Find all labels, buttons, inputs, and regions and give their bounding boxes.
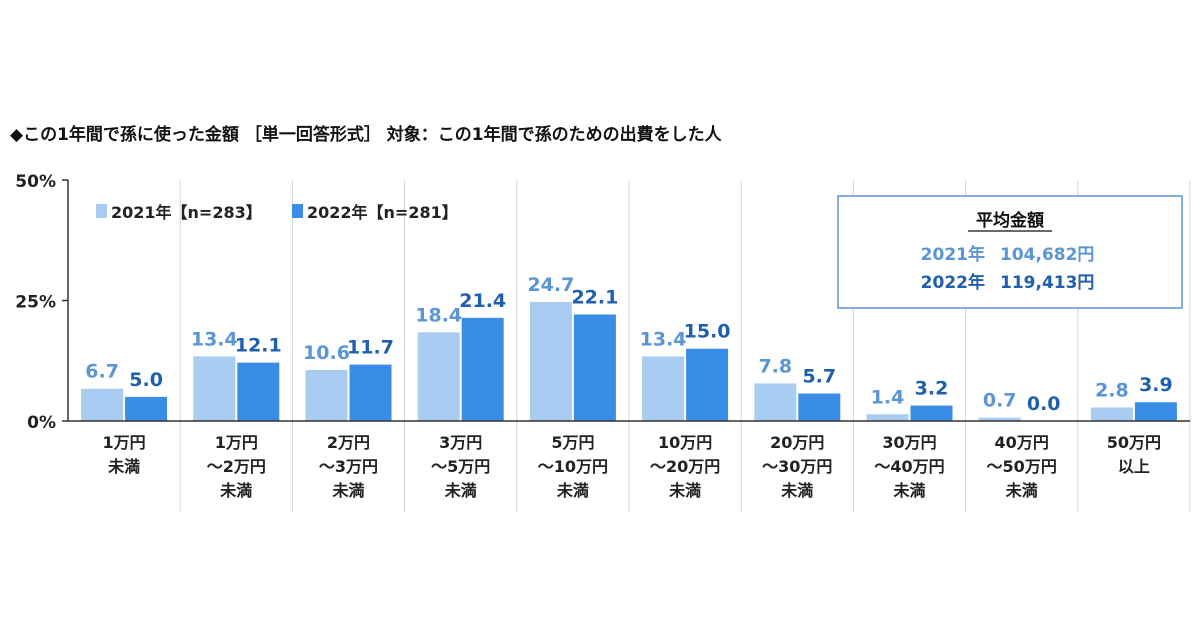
x-tick-label: 未満 <box>219 481 252 500</box>
x-tick-label: 30万円 <box>882 433 936 452</box>
x-tick-label: 2万円 <box>327 433 370 452</box>
bars-layer <box>81 301 1177 421</box>
legend-swatch-2021 <box>96 204 107 218</box>
average-amount-0: 104,682円 <box>1000 245 1094 265</box>
data-label-2021: 0.7 <box>983 390 1017 412</box>
x-tick-label: ～3万円 <box>319 457 378 476</box>
data-label-2022: 3.2 <box>915 378 949 400</box>
data-label-2022: 5.7 <box>802 366 836 388</box>
x-tick-label: ～50万円 <box>987 457 1057 476</box>
data-label-2021: 6.7 <box>85 361 119 383</box>
bar-2021 <box>1090 407 1133 421</box>
x-tick-label: ～2万円 <box>207 457 266 476</box>
data-label-2021: 2.8 <box>1095 380 1129 402</box>
bar-2021 <box>193 356 236 421</box>
x-tick-label: ～10万円 <box>538 457 608 476</box>
data-label-2022: 22.1 <box>571 286 618 308</box>
bar-2022 <box>1134 402 1177 421</box>
bar-2022 <box>686 348 729 421</box>
x-tick-label: 10万円 <box>658 433 712 452</box>
bar-2021 <box>866 414 909 421</box>
x-tick-label: 1万円 <box>103 433 146 452</box>
x-tick-label: 20万円 <box>770 433 824 452</box>
bar-2022 <box>573 314 616 421</box>
x-tick-label: 未満 <box>780 481 813 500</box>
x-tick-label: ～5万円 <box>431 457 490 476</box>
bar-2022 <box>461 317 504 421</box>
legend: 2021年【n=283】 2022年【n=281】 <box>96 203 458 222</box>
x-tick-label: 5万円 <box>551 433 594 452</box>
data-label-2021: 18.4 <box>415 304 462 326</box>
x-tick-label: 未満 <box>107 457 140 476</box>
data-label-2021: 24.7 <box>527 274 574 296</box>
x-tick-label: 未満 <box>1005 481 1038 500</box>
x-tick-label: 以上 <box>1118 457 1150 476</box>
x-tick-label: 1万円 <box>215 433 258 452</box>
x-tick-label: 未満 <box>444 481 477 500</box>
bar-2021 <box>417 332 460 421</box>
x-tick-label: 40万円 <box>995 433 1049 452</box>
data-label-2021: 10.6 <box>303 342 350 364</box>
average-year-0: 2021年 <box>921 244 985 265</box>
y-tick-label: 25% <box>15 293 56 313</box>
data-label-2021: 13.4 <box>640 328 687 350</box>
bar-2021 <box>81 388 124 421</box>
data-label-2021: 7.8 <box>758 355 792 377</box>
data-label-2022: 11.7 <box>347 337 394 359</box>
legend-label-2022: 2022年【n=281】 <box>307 203 458 222</box>
data-label-2022: 12.1 <box>235 335 282 357</box>
legend-swatch-2022 <box>292 204 303 218</box>
data-label-2021: 13.4 <box>191 328 238 350</box>
x-tick-label: ～40万円 <box>874 457 944 476</box>
bar-2022 <box>237 362 280 421</box>
data-label-2022: 3.9 <box>1139 374 1173 396</box>
data-label-2021: 1.4 <box>871 386 905 408</box>
bar-2021 <box>642 356 685 421</box>
y-tick-label: 0% <box>27 413 56 433</box>
x-tick-label: 未満 <box>331 481 364 500</box>
chart-title: ◆この1年間で孫に使った金額 ［単一回答形式］ 対象：この1年間で孫のための出費… <box>10 124 723 145</box>
bar-2022 <box>910 405 953 421</box>
bar-2022 <box>125 396 168 421</box>
x-tick-label: 3万円 <box>439 433 482 452</box>
bar-2022 <box>349 364 392 421</box>
x-tick-label: ～20万円 <box>650 457 720 476</box>
y-tick-label: 50% <box>15 172 56 192</box>
x-tick-label: 未満 <box>892 481 925 500</box>
bar-2021 <box>529 301 572 421</box>
data-label-2022: 21.4 <box>459 290 506 312</box>
axis-layer: 0%25%50%1万円未満1万円～2万円未満2万円～3万円未満3万円～5万円未満… <box>15 172 1190 500</box>
data-labels-layer: 6.7 5.013.412.1 10.611.718.421.424.722.113… <box>85 274 1172 415</box>
bar-2022 <box>798 393 841 421</box>
bar-2021 <box>978 417 1021 421</box>
average-year-1: 2022年 <box>921 272 985 293</box>
bar-2021 <box>754 383 797 421</box>
average-box-title: 平均金額 <box>976 210 1044 231</box>
x-tick-label: 50万円 <box>1107 433 1161 452</box>
average-amount-box: 平均金額 2021年 104,682円 2022年 119,413円 <box>837 195 1183 309</box>
average-box-frame <box>837 195 1183 309</box>
data-label-2022: 0.0 <box>1027 393 1061 415</box>
x-tick-label: 未満 <box>668 481 701 500</box>
x-tick-label: ～30万円 <box>762 457 832 476</box>
x-tick-label: 未満 <box>556 481 589 500</box>
bar-2021 <box>305 369 348 421</box>
data-label-2022: 5.0 <box>129 369 163 391</box>
average-amount-1: 119,413円 <box>1000 273 1094 293</box>
data-label-2022: 15.0 <box>684 321 731 343</box>
legend-label-2021: 2021年【n=283】 <box>111 203 262 222</box>
